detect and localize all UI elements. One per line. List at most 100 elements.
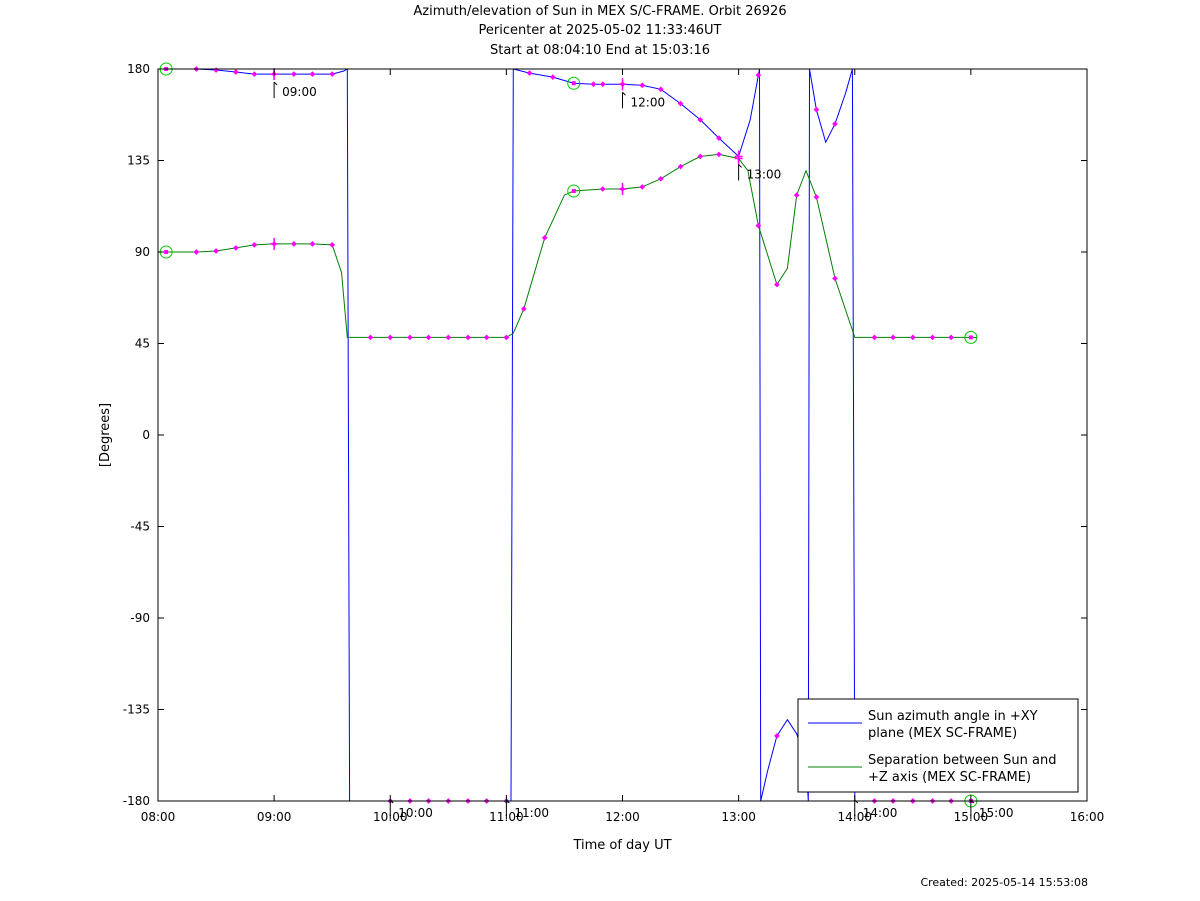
legend: Sun azimuth angle in +XY plane (MEX SC-FR… (797, 698, 1079, 793)
legend-label-1-line-1: Sun azimuth angle in +XY (868, 709, 1038, 724)
separation-point (813, 194, 820, 200)
separation-point (890, 334, 896, 341)
azimuth-point (291, 71, 297, 77)
open-circle-marker (567, 184, 581, 198)
ticks-layer: 08:00 09:00 10:00 11:00 12:00 13:00 14:00 15:00… (123, 62, 1105, 824)
separation-point (774, 281, 780, 288)
azimuth-point (213, 67, 219, 73)
separation-point (465, 334, 471, 341)
y-tick-label: 180 (127, 62, 150, 76)
annotation-label-1400: 14:00 (863, 806, 898, 820)
separation-point (716, 151, 722, 158)
legend-box (797, 698, 1079, 793)
open-circle-center (164, 250, 169, 254)
separation-point (755, 222, 762, 229)
series-line-1 (166, 68, 977, 802)
series-layer (166, 68, 977, 802)
separation-point (793, 192, 800, 198)
x-tick-label: 12:00 (605, 810, 640, 824)
azimuth-point (251, 71, 258, 77)
annotation-label-1500: 15:00 (979, 806, 1014, 820)
separation-point (445, 334, 452, 341)
azimuth-point (716, 135, 722, 141)
x-tick-label: 16:00 (1070, 810, 1105, 824)
separation-point (909, 334, 916, 341)
azimuth-point (549, 74, 556, 80)
annotation-label-1300: 13:00 (747, 167, 782, 181)
separation-point (697, 153, 704, 160)
separation-point (483, 334, 490, 341)
separation-point (520, 306, 527, 312)
azimuth-point (329, 71, 336, 77)
separation-point (425, 334, 432, 341)
legend-label-2-line-2: +Z axis (MEX SC-FRAME) (868, 770, 1031, 785)
x-tick-label: 09:00 (257, 810, 292, 824)
x-tick-label: 13:00 (721, 810, 756, 824)
separation-point (599, 186, 606, 192)
x-tick-label: 14:00 (837, 810, 872, 824)
series-line-2 (166, 153, 977, 338)
azimuth-point (599, 81, 606, 88)
separation-point (639, 184, 646, 190)
azimuth-point (774, 733, 780, 739)
separation-point (832, 275, 838, 282)
azimuth-point (677, 100, 684, 107)
chart-title-line-2: Pericenter at 2025-05-02 11:33:46UT (478, 23, 722, 38)
y-tick-label: -180 (123, 794, 150, 808)
separation-point (193, 249, 200, 255)
azimuth-point (832, 121, 838, 127)
chart-title-line-3: Start at 08:04:10 End at 15:03:16 (489, 43, 711, 58)
y-tick-label: -135 (123, 703, 150, 717)
separation-point (677, 163, 684, 170)
separation-point (948, 334, 954, 341)
open-circle-marker (964, 330, 978, 344)
y-axis-label: [Degrees] (98, 403, 113, 467)
annotation-arrow-1300 (738, 164, 742, 168)
annotation-arrow-1200 (622, 91, 626, 96)
separation-point (213, 248, 219, 254)
separation-point (291, 241, 297, 247)
azimuth-point (813, 106, 820, 113)
created-timestamp: Created: 2025-05-14 15:53:08 (920, 876, 1088, 889)
open-circle-center (968, 335, 973, 340)
separation-point (309, 241, 316, 247)
separation-point (329, 242, 336, 248)
y-tick-label: 45 (135, 337, 150, 351)
y-tick-label: 0 (142, 428, 150, 442)
annotation-label-1100: 11:00 (514, 806, 549, 820)
separation-point (407, 334, 413, 341)
separation-point (871, 334, 878, 341)
y-tick-label: -90 (130, 611, 150, 625)
x-tick-label: 10:00 (373, 810, 408, 824)
azimuth-point (309, 71, 316, 77)
azimuth-point (755, 72, 762, 78)
annotation-arrow-0900 (273, 81, 278, 86)
legend-label-2-line-1: Separation between Sun and (868, 753, 1056, 768)
open-circle-center (571, 81, 576, 86)
y-tick-label: -45 (130, 520, 150, 534)
separation-point (657, 175, 664, 182)
x-tick-label: 08:00 (141, 810, 176, 824)
y-tick-label: 135 (127, 154, 150, 168)
open-circle-marker (567, 76, 581, 90)
x-tick-label: 11:00 (489, 810, 524, 824)
annotation-label-1000: 10:00 (398, 806, 433, 820)
azimuth-point (590, 81, 597, 88)
separation-point (232, 245, 239, 251)
azimuth-point (657, 86, 664, 93)
separation-point (251, 242, 258, 248)
azimuth-point (526, 70, 533, 76)
separation-point (387, 334, 394, 341)
separation-point (503, 334, 510, 341)
azimuth-point (697, 117, 704, 123)
annotation-label-1200: 12:00 (631, 95, 666, 109)
azimuth-point (232, 69, 239, 75)
chart-title-line-1: Azimuth/elevation of Sun in MEX S/C-FRAM… (413, 4, 787, 19)
separation-point (541, 234, 548, 241)
x-axis-label: Time of day UT (572, 838, 671, 853)
plot-frame (157, 68, 1088, 802)
legend-label-1-line-2: plane (MEX SC-FRAME) (868, 726, 1017, 741)
open-circle-center (571, 189, 576, 193)
annotation-label-0900: 09:00 (282, 85, 317, 99)
